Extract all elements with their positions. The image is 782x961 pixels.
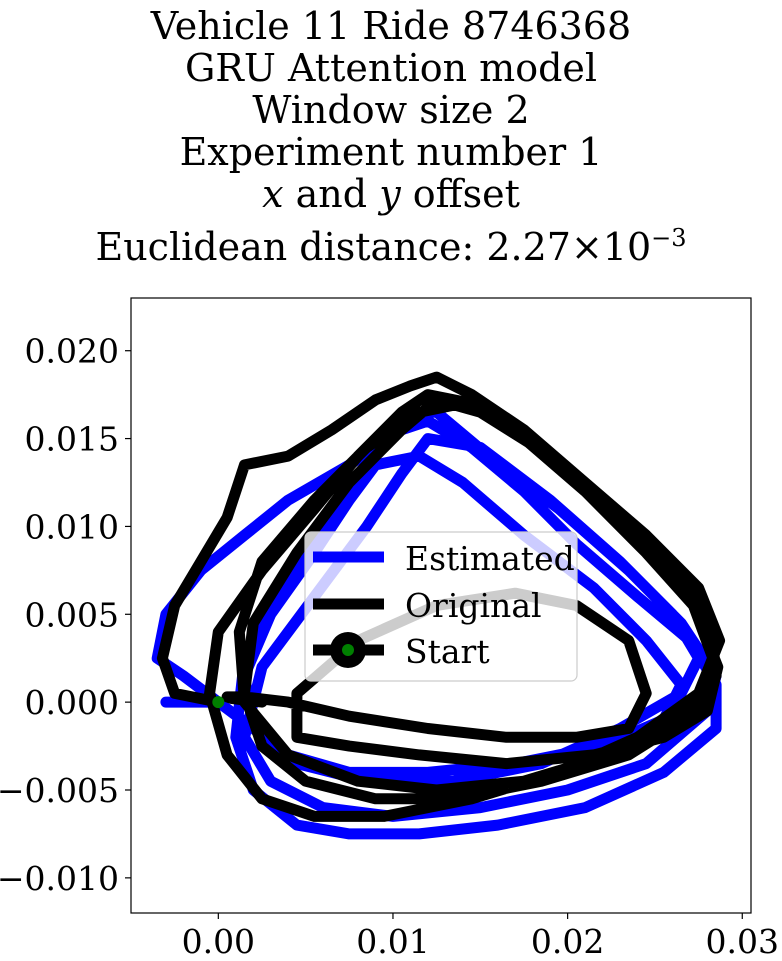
title-line-distance: Euclidean distance: 2.27×10−3 — [0, 216, 782, 269]
legend-estimated-label: Estimated — [405, 539, 575, 578]
series-line-original — [156, 371, 726, 822]
title-line-experiment: Experiment number 1 — [179, 130, 603, 174]
y-tick-label: 0.000 — [25, 683, 119, 722]
title-line-window: Window size 2 — [252, 88, 530, 132]
x-axis: 0.00 0.01 0.02 0.03 — [182, 913, 779, 961]
legend-box — [304, 531, 578, 682]
title-line-offset: x and y offset — [0, 172, 782, 216]
title-times-sign: × — [570, 225, 603, 269]
start-point-marker — [212, 696, 225, 709]
y-tick-label: −0.010 — [0, 859, 119, 898]
y-axis: −0.010 −0.005 0.000 0.005 0.010 0.015 0.020 — [0, 332, 131, 898]
title-line-model: GRU Attention model — [184, 46, 598, 90]
x-tick-label: 0.03 — [706, 922, 779, 961]
title-base: 10 — [602, 225, 652, 269]
plot-frame — [130, 297, 752, 914]
title-exponent: −3 — [651, 224, 687, 252]
title-var-x: x — [262, 172, 284, 216]
title-var-y: y — [379, 172, 401, 216]
legend: Estimated Original Start — [304, 531, 578, 682]
series-layer — [151, 371, 726, 840]
title-offset-word: offset — [400, 172, 520, 216]
title-line-vehicle: Vehicle 11 Ride 8746368 — [150, 4, 632, 48]
y-tick-label: 0.020 — [25, 332, 119, 371]
y-tick-label: 0.010 — [25, 507, 119, 546]
legend-start-marker-dot — [342, 644, 354, 656]
x-tick-label: 0.00 — [182, 922, 255, 961]
x-tick-label: 0.01 — [356, 922, 429, 961]
legend-original-label: Original — [405, 586, 542, 625]
title-distance-prefix: Euclidean distance: 2.27 — [95, 225, 571, 269]
y-tick-label: 0.005 — [25, 595, 119, 634]
y-tick-label: −0.005 — [0, 771, 119, 810]
title-and: and — [283, 172, 380, 216]
y-tick-label: 0.015 — [25, 420, 119, 459]
x-tick-label: 0.02 — [531, 922, 604, 961]
legend-start-label: Start — [405, 632, 490, 671]
